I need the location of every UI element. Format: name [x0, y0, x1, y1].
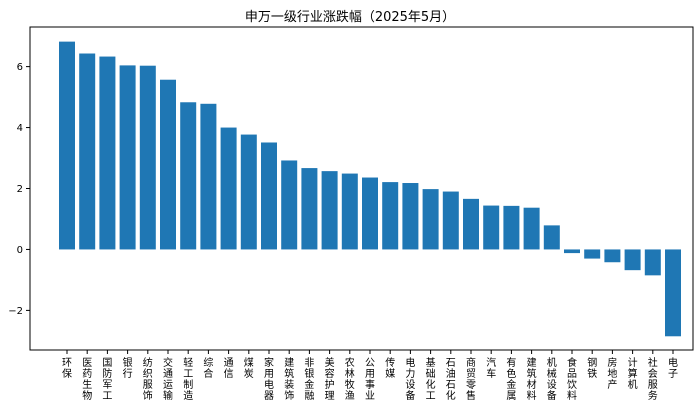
x-tick-label-30: 电子 [668, 356, 678, 380]
bar-17 [402, 183, 419, 250]
y-axis: −2 0 2 4 6 [8, 62, 30, 317]
bar-27 [604, 249, 621, 263]
x-tick-label-29: 社会服务 [648, 356, 658, 402]
bar-30 [665, 249, 681, 337]
x-tick-label-11: 建筑装饰 [284, 356, 294, 402]
x-tick-label-13: 美容护理 [325, 356, 335, 402]
bar-16 [382, 182, 399, 250]
x-tick-label-24: 机械设备 [547, 356, 557, 402]
x-tick-label-3: 银行 [123, 356, 133, 380]
bar-24 [543, 225, 560, 250]
x-tick-label-14: 农林牧渔 [345, 356, 355, 402]
bar-26 [584, 249, 601, 259]
bar-12 [301, 168, 318, 250]
bar-28 [624, 249, 641, 271]
x-tick-label-1: 医药生物 [82, 357, 92, 402]
x-tick-label-28: 计算机 [628, 356, 638, 391]
x-tick-label-7: 综合 [203, 356, 213, 380]
bar-19 [442, 191, 459, 250]
y-tick-label-2: 2 [17, 184, 23, 195]
bar-14 [341, 173, 358, 250]
bar-8 [220, 127, 237, 250]
bar-18 [422, 189, 439, 250]
x-tick-label-15: 公用事业 [365, 358, 375, 402]
y-tick-label-3: 4 [17, 123, 23, 134]
x-tick-label-8: 通信 [224, 357, 234, 380]
x-tick-label-20: 商贸零售 [466, 356, 476, 402]
x-tick-label-17: 电力设备 [405, 356, 415, 402]
y-tick-label-0: −2 [8, 306, 23, 317]
bars [59, 41, 681, 337]
x-tick-label-12: 非银金融 [304, 357, 314, 402]
y-tick-label-1: 0 [17, 245, 23, 256]
x-tick-label-23: 建筑材料 [527, 356, 537, 402]
x-tick-label-25: 食品饮料 [567, 356, 577, 402]
chart-title: 申万一级行业涨跌幅（2025年5月） [244, 10, 456, 25]
bar-23 [523, 207, 540, 250]
bar-2 [99, 56, 116, 250]
x-tick-label-2: 国防军工 [102, 357, 112, 402]
x-tick-label-9: 煤炭 [244, 356, 254, 380]
x-tick-label-22: 有色金属 [506, 356, 516, 402]
bar-3 [119, 65, 136, 250]
bar-0 [59, 41, 75, 250]
y-tick-label-4: 6 [17, 62, 23, 73]
x-tick-label-0: 环保 [62, 358, 72, 380]
x-tick-label-18: 基础化工 [426, 356, 436, 402]
bar-1 [79, 53, 96, 250]
bar-6 [180, 102, 197, 250]
bar-10 [261, 142, 277, 250]
bar-11 [281, 160, 298, 250]
bar-22 [503, 205, 520, 250]
x-tick-label-5: 交通运输 [163, 356, 173, 402]
bar-13 [321, 171, 338, 250]
x-tick-label-26: 钢铁 [587, 356, 597, 380]
bar-21 [483, 205, 500, 250]
x-tick-label-10: 家用电器 [264, 356, 274, 402]
bar-7 [200, 103, 217, 250]
x-tick-label-4: 纺织服饰 [143, 356, 153, 402]
bar-20 [463, 198, 479, 250]
x-tick-label-6: 轻工制造 [183, 356, 193, 402]
x-tick-label-27: 房地产 [607, 356, 617, 391]
bar-25 [564, 249, 580, 254]
bar-9 [240, 134, 257, 250]
bar-5 [160, 79, 176, 250]
bar-4 [139, 65, 156, 250]
x-tick-label-16: 传媒 [385, 357, 395, 380]
bar-15 [362, 177, 378, 250]
x-tick-label-19: 石油石化 [446, 358, 456, 402]
bar-29 [644, 249, 661, 276]
x-tick-label-21: 汽车 [486, 356, 496, 380]
